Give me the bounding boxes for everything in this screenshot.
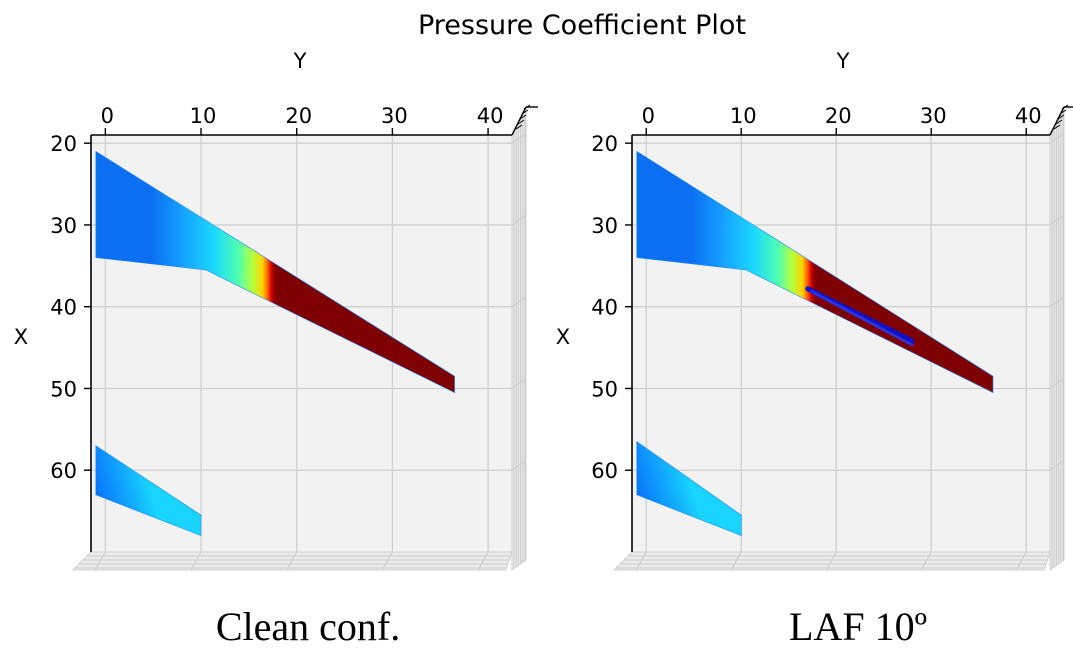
- grid-line-depth: [511, 296, 527, 308]
- x-tick-label: 40: [477, 104, 504, 128]
- x-tick-label: 30: [381, 104, 408, 128]
- grid-line-depth: [1049, 459, 1065, 471]
- surface-tail: [95, 445, 202, 537]
- y-tick-label: 20: [50, 132, 77, 156]
- x-axis-label: Y: [836, 49, 850, 73]
- x-tick-label: 20: [285, 104, 312, 128]
- panel-laf-10: 0 10 20 30 40 20 30 40 50 60 Y X LAF 10º: [556, 49, 1073, 649]
- y-tick-label: 50: [50, 377, 77, 401]
- y-axis-label: X: [556, 325, 570, 349]
- suction-band-shade: [810, 290, 914, 347]
- y-tick-label: 50: [591, 377, 618, 401]
- surface-tail: [636, 441, 742, 537]
- grid-line-floor: [286, 551, 298, 571]
- z-axis-minor-tick: [519, 114, 527, 120]
- figure-title: Pressure Coefficient Plot: [418, 10, 746, 41]
- y-tick-label: 40: [591, 296, 618, 320]
- x-tick-label: 40: [1015, 104, 1042, 128]
- x-tick-label: 0: [101, 104, 114, 128]
- y-tick-label: 60: [591, 459, 618, 483]
- grid-line-depth: [511, 132, 527, 144]
- z-axis-minor-tick: [1059, 109, 1067, 115]
- x-tick-label: 30: [920, 104, 947, 128]
- surface-wing: [636, 150, 994, 394]
- grid-line-floor: [920, 551, 932, 571]
- grid-line-depth: [511, 214, 527, 226]
- z-axis-spine: [1049, 106, 1065, 136]
- z-axis-minor-tick: [515, 124, 523, 130]
- z-axis-minor-tick: [1061, 104, 1069, 110]
- grid-line-floor: [477, 551, 489, 571]
- x-tick-label: 10: [730, 104, 757, 128]
- z-axis-minor-tick: [1055, 119, 1063, 125]
- y-tick-label: 30: [591, 214, 618, 238]
- z-axis-minor-tick: [517, 119, 525, 125]
- grid-line-depth: [1049, 296, 1065, 308]
- grid-line-depth: [1049, 132, 1065, 144]
- y-tick-label: 20: [591, 132, 618, 156]
- panel-caption: Clean conf.: [216, 604, 400, 649]
- grid-line-floor: [1015, 551, 1027, 571]
- grid-line-floor: [635, 551, 647, 571]
- floor-pane: [71, 551, 513, 571]
- z-axis-minor-tick: [521, 109, 529, 115]
- surface-wing: [95, 150, 455, 394]
- y-axis-label: X: [14, 325, 28, 349]
- z-axis-minor-tick: [1057, 114, 1065, 120]
- y-tick-label: 40: [50, 296, 77, 320]
- z-axis-minor-tick: [523, 104, 531, 110]
- grid-line-depth: [1049, 377, 1065, 389]
- grid-line-floor: [94, 551, 106, 571]
- panel-clean-conf: 0 10 20 30 40 20 30 40 50 60 Y X Clean conf.: [14, 49, 538, 649]
- y-tick-label: 30: [50, 214, 77, 238]
- grid-line-floor: [190, 551, 202, 571]
- x-tick-label: 10: [190, 104, 217, 128]
- panel-caption: LAF 10º: [789, 604, 927, 649]
- grid-line-floor: [381, 551, 393, 571]
- z-axis-spine: [511, 106, 527, 136]
- x-tick-label: 0: [642, 104, 655, 128]
- grid-line-depth: [511, 459, 527, 471]
- x-axis-label: Y: [293, 49, 307, 73]
- grid-line-depth: [511, 377, 527, 389]
- x-tick-label: 20: [825, 104, 852, 128]
- y-tick-label: 60: [50, 459, 77, 483]
- z-axis-minor-tick: [1053, 124, 1061, 130]
- grid-line-depth: [1049, 214, 1065, 226]
- floor-pane: [612, 551, 1051, 571]
- grid-line-floor: [730, 551, 742, 571]
- grid-line-floor: [825, 551, 837, 571]
